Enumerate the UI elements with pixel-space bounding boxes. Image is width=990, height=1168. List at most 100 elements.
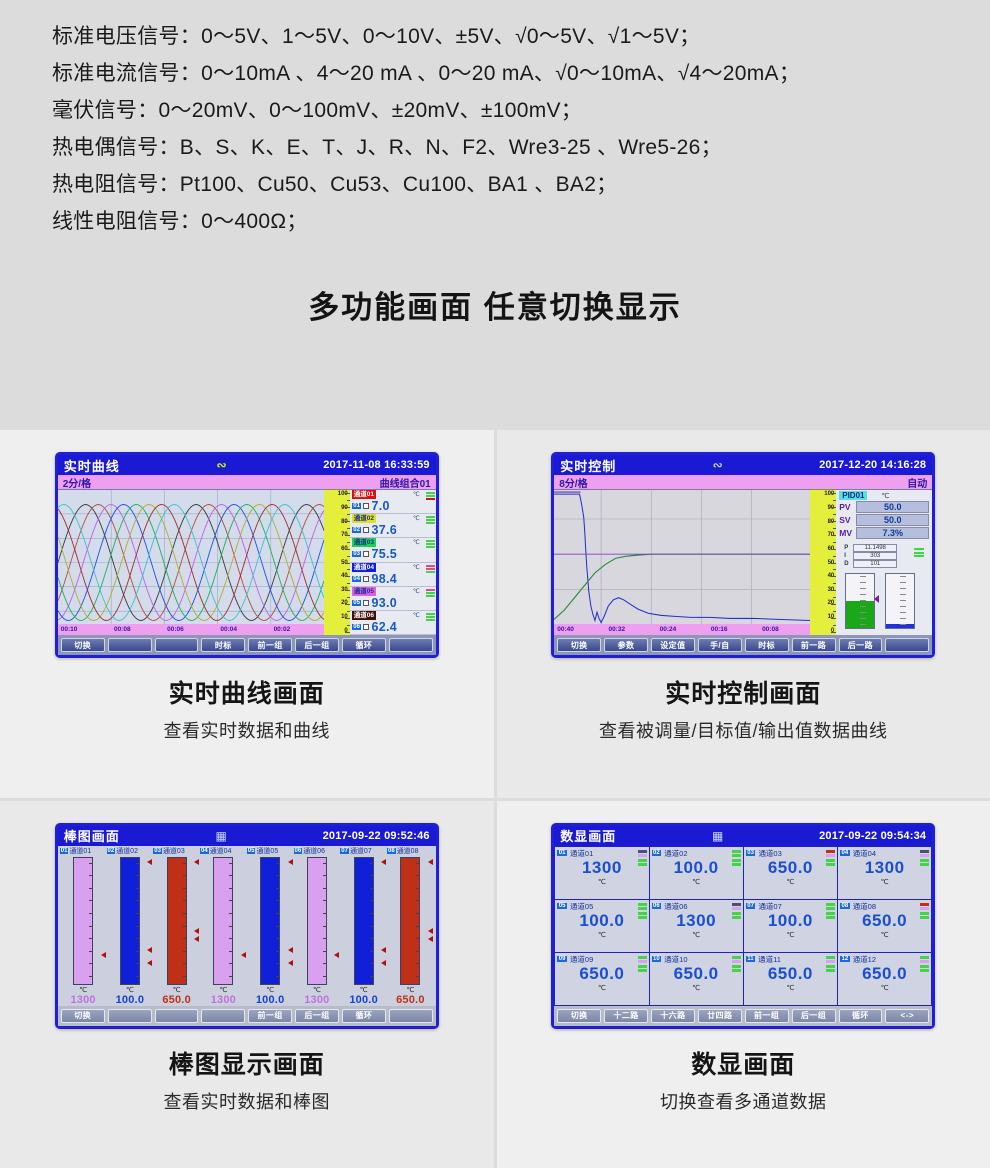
button-5[interactable]: 前一组: [744, 1008, 789, 1023]
button-2[interactable]: 十二路: [604, 1008, 648, 1023]
digital-cell-header: 07 通道07: [745, 901, 835, 912]
digital-cell[interactable]: 11 通道11 650.0 ℃: [743, 952, 837, 1005]
digital-cell[interactable]: 10 通道10 650.0 ℃: [649, 952, 743, 1005]
digital-cell[interactable]: 07 通道07 100.0 ℃: [743, 899, 837, 952]
button-7[interactable]: 循环: [342, 1008, 386, 1023]
bar-column[interactable]: 06 通道06 ℃ 1300: [293, 846, 341, 1006]
y-tick-label: 100: [337, 491, 348, 498]
digital-cell[interactable]: 01 通道01 1300 ℃: [555, 846, 649, 899]
bar-column[interactable]: 03 通道03 ℃ 650.0: [153, 846, 200, 1006]
button-empty-4[interactable]: [201, 1008, 246, 1023]
digital-cell-header: 06 通道06: [651, 901, 741, 912]
channel-checkbox[interactable]: [363, 503, 370, 509]
digital-cell[interactable]: 04 通道04 1300 ℃: [838, 846, 932, 899]
digital-cell[interactable]: 02 通道02 100.0 ℃: [649, 846, 743, 899]
channel-row[interactable]: 通道06 ℃ 06 62.4: [349, 610, 436, 636]
button-1[interactable]: 切换: [60, 638, 105, 652]
button-empty-3[interactable]: [154, 638, 199, 652]
bar-column[interactable]: 05 通道05 ℃ 100.0: [246, 846, 294, 1006]
device-screen-realtime-curve[interactable]: 实时曲线 ∾ 2017-11-08 16:33:59 2分/格 曲线组合01: [54, 452, 439, 658]
channel-row[interactable]: 通道04 ℃ 04 98.4: [349, 562, 436, 587]
bar-number: 06: [293, 847, 303, 854]
digital-cell[interactable]: 12 通道12 650.0 ℃: [838, 952, 932, 1005]
channel-row[interactable]: 通道02 ℃ 02 37.6: [349, 514, 436, 539]
pid-panel[interactable]: PID01 ℃ PV 50.0 SV 50.0 MV 7.3%: [836, 489, 933, 635]
pid-sv-value[interactable]: 50.0: [856, 514, 930, 526]
button-3[interactable]: 十六路: [651, 1008, 695, 1023]
button-7[interactable]: 循环: [838, 1008, 883, 1023]
bar-column[interactable]: 08 通道08 ℃ 650.0: [387, 846, 434, 1006]
pid-legend-icon: [914, 548, 925, 557]
digital-cell[interactable]: 03 通道03 650.0 ℃: [743, 846, 837, 899]
channel-row[interactable]: 通道01 ℃ 01 7.0: [349, 490, 436, 515]
channel-value-row: 01 7.0: [351, 499, 434, 513]
bar-column[interactable]: 07 通道07 ℃ 100.0: [340, 846, 387, 1006]
digital-cell[interactable]: 09 通道09 650.0 ℃: [555, 952, 649, 1005]
button-1[interactable]: 切换: [557, 638, 602, 652]
channel-checkbox[interactable]: [363, 551, 370, 558]
bar-fill: [119, 856, 140, 985]
y-tick-label: 30: [341, 587, 348, 593]
channel-row[interactable]: 通道05 ℃ 05 93.0: [349, 586, 436, 611]
time-tick: 00:02: [273, 626, 291, 633]
button-empty-8[interactable]: [388, 638, 433, 652]
curve-plot-area[interactable]: 00:10 00:08 00:06 00:04 00:02: [57, 489, 324, 635]
channel-checkbox[interactable]: [363, 527, 370, 534]
channel-number: 01: [351, 503, 362, 509]
digital-cell-label: 通道03: [758, 848, 782, 858]
button-empty-2[interactable]: [107, 1008, 152, 1023]
button-6[interactable]: 后一组: [295, 1008, 339, 1023]
button-6[interactable]: 后一组: [295, 638, 339, 652]
button-6[interactable]: 后一组: [791, 1008, 836, 1023]
control-plot-area[interactable]: 00:40 00:32 00:24 00:16 00:08: [554, 489, 811, 635]
digital-cell[interactable]: 08 通道08 650.0 ℃: [838, 899, 932, 952]
channel-header: 通道05 ℃: [351, 586, 434, 596]
time-tick: 00:32: [608, 626, 626, 633]
button-1[interactable]: 切换: [557, 1008, 602, 1023]
button-8[interactable]: <->: [885, 1008, 930, 1023]
channel-value-list[interactable]: 通道01 ℃ 01 7.0 通道02 ℃ 02 37.6 通道03 ℃ 03 75.5 通道04 ℃ 04 9…: [349, 489, 436, 636]
y-tick-label: 40: [341, 573, 348, 579]
bar-column[interactable]: 04 通道04 ℃ 1300: [200, 846, 247, 1006]
button-4[interactable]: 手/自: [697, 638, 742, 652]
button-7[interactable]: 循环: [342, 638, 386, 652]
channel-checkbox[interactable]: [363, 575, 370, 582]
button-empty-2[interactable]: [107, 638, 152, 652]
button-3[interactable]: 设定值: [651, 638, 695, 652]
button-empty-8[interactable]: [885, 638, 930, 652]
device-screen-realtime-control[interactable]: 实时控制 ∾ 2017-12-20 14:16:28 8分/格 自动: [551, 452, 936, 658]
bar-graph-area[interactable]: 01 通道01 ℃ 1300 02 通道02 ℃ 100.0 03 通道03 ℃ 650.0 04 通道0…: [57, 845, 436, 1006]
timebase-label: 2分/格: [62, 478, 92, 490]
channel-row[interactable]: 通道03 ℃ 03 75.5: [349, 538, 436, 563]
curve-group-label[interactable]: 曲线组合01: [379, 478, 431, 490]
bar-column[interactable]: 01 通道01 ℃ 1300: [59, 846, 107, 1006]
digital-cell[interactable]: 06 通道06 1300 ℃: [649, 899, 743, 952]
bar-unit: ℃: [79, 986, 88, 994]
bar-column[interactable]: 02 通道02 ℃ 100.0: [106, 846, 154, 1006]
digital-cell[interactable]: 05 通道05 100.0 ℃: [555, 899, 649, 952]
button-6[interactable]: 前一路: [791, 638, 836, 652]
button-empty-8[interactable]: [388, 1008, 433, 1023]
button-5[interactable]: 前一组: [248, 1008, 293, 1023]
control-mode-label[interactable]: 自动: [907, 478, 928, 490]
button-5[interactable]: 前一组: [248, 638, 293, 652]
bar-wrapper: [60, 856, 107, 986]
button-2[interactable]: 参数: [604, 638, 648, 652]
curve-trace: [57, 504, 324, 621]
channel-checkbox[interactable]: [363, 623, 370, 630]
button-empty-3[interactable]: [154, 1008, 199, 1023]
digital-cell-value: 1300: [581, 857, 622, 877]
digital-cells-grid[interactable]: 01 通道01 1300 ℃ 02 通道02 100.0 ℃ 03 通道03 650.0 ℃ 04 通道0…: [554, 845, 933, 1006]
bar-value: 1300: [210, 993, 237, 1006]
channel-checkbox[interactable]: [363, 599, 370, 606]
device-screen-bar-graph[interactable]: 棒图画面 ▦ 2017-09-22 09:52:46 01 通道01 ℃ 1300 02…: [54, 822, 439, 1029]
pid-sv-label: SV: [839, 515, 851, 525]
curve-trace: [57, 504, 324, 621]
button-7[interactable]: 后一路: [838, 638, 883, 652]
button-4[interactable]: 时标: [201, 638, 246, 652]
bar-value: 1300: [304, 993, 330, 1006]
button-4[interactable]: 廿四路: [697, 1008, 742, 1023]
device-screen-digital-display[interactable]: 数显画面 ▦ 2017-09-22 09:54:34 01 通道01 1300 ℃ 02…: [551, 822, 936, 1029]
button-5[interactable]: 时标: [744, 638, 789, 652]
button-1[interactable]: 切换: [60, 1008, 105, 1023]
